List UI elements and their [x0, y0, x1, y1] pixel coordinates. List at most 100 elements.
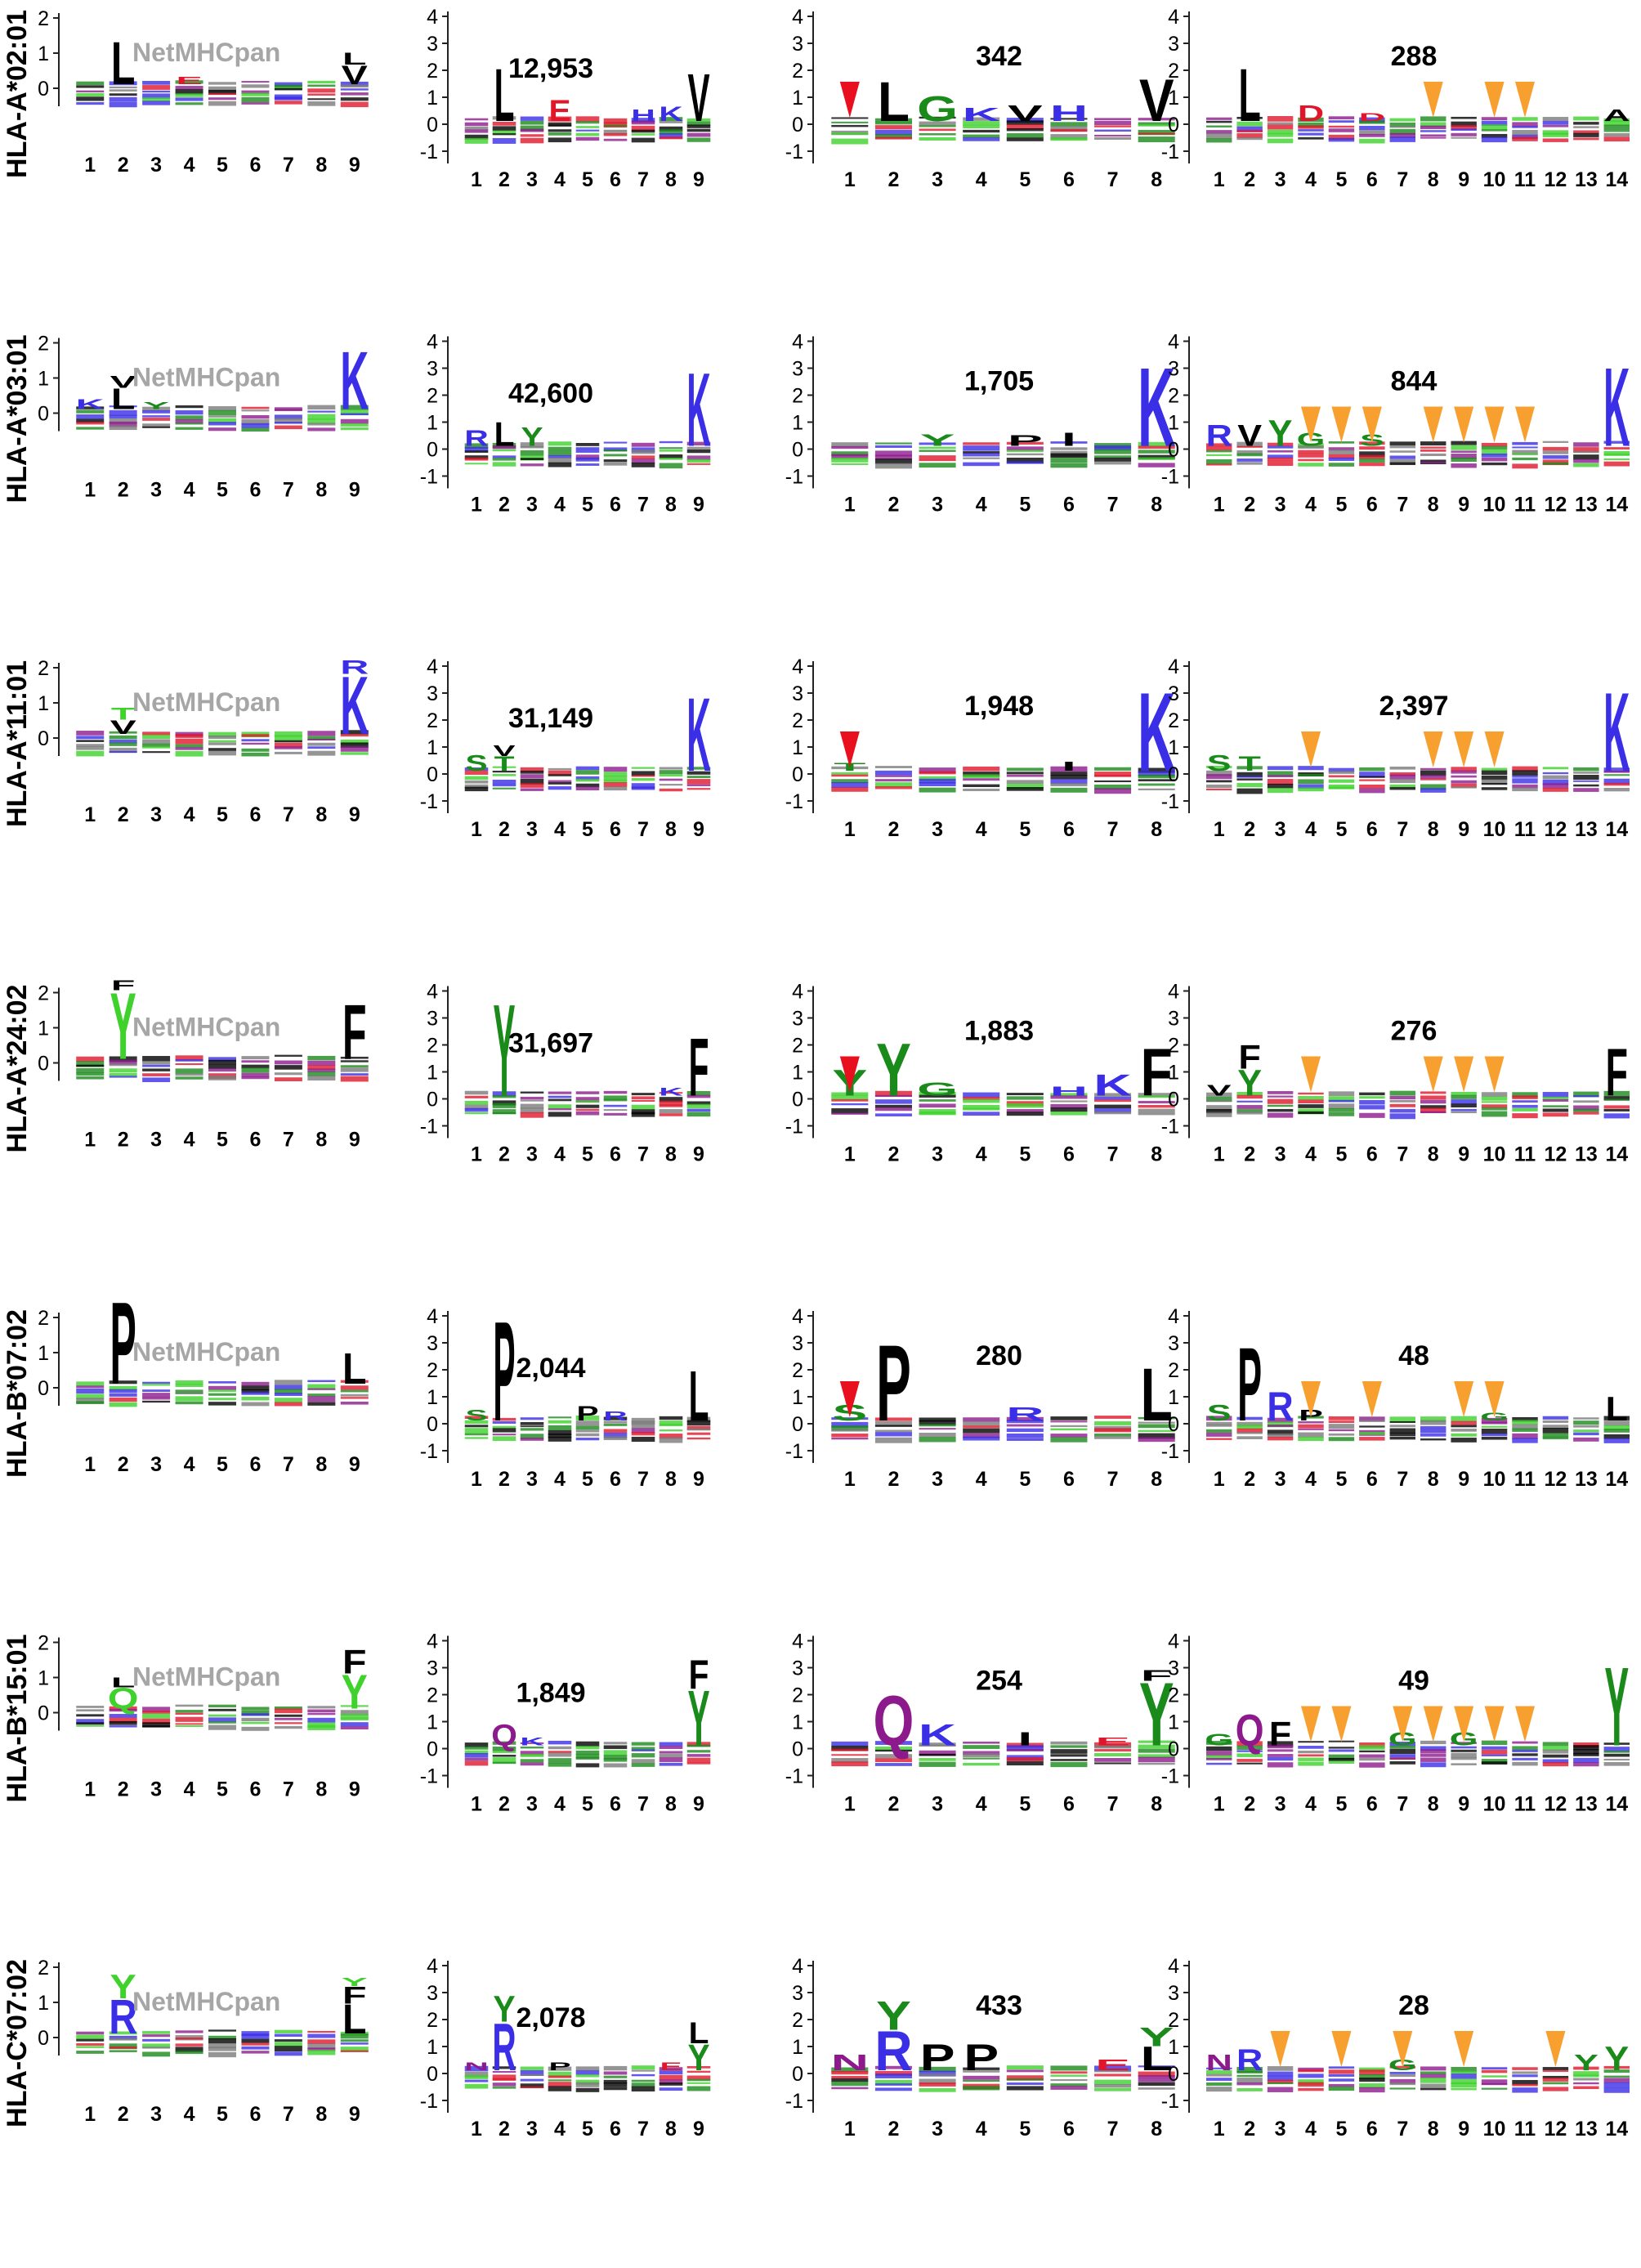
- x-tick-label: 6: [610, 1468, 621, 1491]
- noise-glyph: [340, 423, 369, 427]
- noise-glyph: [492, 462, 516, 467]
- noise-glyph: [874, 1754, 912, 1759]
- noise-glyph: [1205, 1099, 1232, 1103]
- logo-letter: T: [111, 705, 136, 724]
- x-tick-label: 4: [554, 1468, 566, 1491]
- noise-glyph: [874, 2079, 912, 2085]
- y-tick-label: 0: [792, 439, 803, 462]
- noise-glyph: [76, 406, 105, 409]
- noise-glyph: [1603, 461, 1630, 467]
- x-tick-label: 8: [665, 1143, 677, 1166]
- noise-glyph: [831, 2082, 869, 2087]
- noise-glyph: [520, 774, 544, 779]
- sequence-count-label: 1,883: [964, 1016, 1034, 1047]
- x-tick-label: 5: [582, 1143, 593, 1166]
- noise-glyph: [142, 739, 171, 745]
- noise-glyph: [963, 1421, 1000, 1426]
- noise-glyph: [1512, 117, 1538, 121]
- noise-glyph: [1094, 455, 1132, 459]
- y-tick-label: 2: [1168, 709, 1179, 732]
- noise-glyph: [603, 459, 628, 463]
- noise-glyph: [274, 2033, 302, 2038]
- noise-glyph: [1512, 1416, 1538, 1422]
- noise-glyph: [307, 2047, 336, 2051]
- noise-glyph: [1298, 784, 1324, 790]
- noise-glyph: [1420, 1091, 1446, 1094]
- noise-glyph: [963, 784, 1000, 788]
- noise-glyph: [919, 1103, 956, 1108]
- logo-letter: Y: [143, 400, 169, 411]
- x-tick-label: 7: [283, 1778, 294, 1801]
- noise-glyph: [1512, 2071, 1538, 2074]
- noise-glyph: [208, 1067, 236, 1072]
- noise-glyph: [307, 93, 336, 96]
- x-tick-label: 3: [1275, 1468, 1286, 1491]
- noise-glyph: [1451, 1091, 1477, 1096]
- noise-glyph: [1138, 1756, 1175, 1763]
- noise-glyph: [1006, 1438, 1044, 1441]
- noise-glyph: [603, 1763, 628, 1768]
- noise-glyph: [307, 1717, 336, 1723]
- noise-glyph: [109, 414, 137, 419]
- noise-glyph: [1573, 1417, 1599, 1420]
- noise-glyph: [274, 1708, 302, 1714]
- noise-glyph: [1328, 1424, 1355, 1429]
- noise-glyph: [492, 2071, 516, 2073]
- noise-glyph: [307, 427, 336, 432]
- noise-glyph: [1451, 132, 1477, 136]
- noise-glyph: [548, 450, 572, 456]
- x-tick-label: 2: [118, 1778, 129, 1801]
- noise-glyph: [603, 1098, 628, 1102]
- noise-glyph: [1236, 2078, 1263, 2083]
- noise-glyph: [631, 1763, 655, 1767]
- y-tick-label: 1: [38, 692, 49, 715]
- noise-glyph: [831, 1417, 869, 1420]
- noise-glyph: [307, 1402, 336, 1406]
- x-tick-label: 8: [1151, 818, 1162, 841]
- y-tick-label: 1: [38, 368, 49, 391]
- noise-glyph: [520, 442, 544, 448]
- logo-panel: -10123412345678SPRL280: [785, 1305, 1175, 1491]
- noise-glyph: [1359, 2074, 1385, 2079]
- noise-glyph: [1094, 1762, 1132, 1765]
- orange-marker-triangle: [1331, 1706, 1352, 1742]
- noise-glyph: [1420, 441, 1446, 446]
- noise-glyph: [631, 459, 655, 463]
- noise-glyph: [874, 121, 912, 125]
- noise-glyph: [492, 1751, 516, 1754]
- y-tick-label: 0: [427, 439, 438, 462]
- noise-glyph: [831, 1434, 869, 1438]
- sequence-count-label: 2,397: [1379, 691, 1448, 722]
- noise-glyph: [1267, 1424, 1294, 1427]
- noise-glyph: [659, 1429, 683, 1432]
- noise-glyph: [1236, 126, 1263, 132]
- x-tick-label: 3: [526, 1468, 538, 1491]
- logo-letter: R: [492, 2009, 516, 2085]
- noise-glyph: [464, 463, 489, 465]
- noise-glyph: [109, 740, 137, 744]
- noise-glyph: [492, 121, 516, 126]
- noise-glyph: [307, 1060, 336, 1066]
- noise-glyph: [340, 1076, 369, 1082]
- noise-glyph: [831, 1429, 869, 1432]
- noise-glyph: [686, 1757, 711, 1763]
- noise-glyph: [492, 458, 516, 461]
- noise-glyph: [1512, 450, 1538, 455]
- noise-glyph: [1389, 1095, 1416, 1100]
- logo-letter: P: [576, 1402, 598, 1425]
- noise-glyph: [109, 731, 137, 734]
- noise-glyph: [175, 1063, 203, 1066]
- noise-glyph: [1050, 766, 1088, 772]
- noise-glyph: [659, 1437, 683, 1443]
- y-tick-label: 2: [38, 657, 49, 680]
- noise-glyph: [340, 746, 369, 752]
- logo-letter: R: [1267, 1385, 1293, 1430]
- noise-glyph: [1298, 122, 1324, 127]
- x-tick-label: 2: [1244, 168, 1255, 191]
- noise-glyph: [109, 747, 137, 753]
- noise-glyph: [1267, 1741, 1294, 1747]
- noise-glyph: [919, 2073, 956, 2077]
- sequence-count-label: 48: [1398, 1340, 1429, 1371]
- noise-glyph: [1573, 1757, 1599, 1764]
- noise-glyph: [1481, 1101, 1508, 1103]
